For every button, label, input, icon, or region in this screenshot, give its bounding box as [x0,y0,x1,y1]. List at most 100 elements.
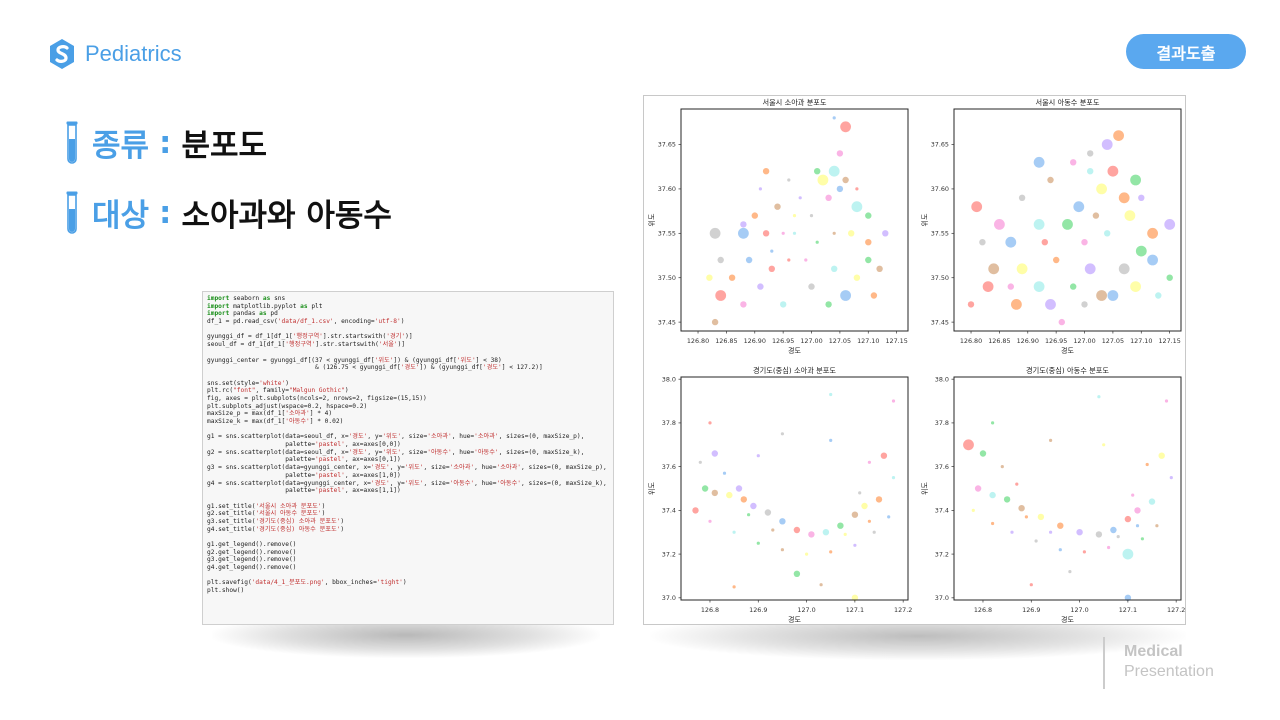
pediatrics-logo-icon [50,39,74,69]
x-tick-label: 126.95 [772,337,794,345]
scatter-point [780,548,784,552]
x-tick-label: 127.05 [1102,337,1124,345]
scatter-point [709,227,721,239]
x-tick-label: 127.00 [1073,337,1095,345]
x-axis-label: 경도 [1061,346,1074,355]
scatter-point [867,460,871,464]
code-line: plt.subplots_adjust(wspace=0.2, hspace=0… [207,403,609,411]
scatter-point [848,230,855,237]
scatter-point [825,194,832,201]
scatter-point [855,187,859,191]
code-line: g3.set_title('경기도(중심) 소아과 분포도') [207,518,609,526]
scatter-point [750,502,757,510]
code-token: '경도' [482,364,502,372]
code-token: palette= [207,441,316,449]
scatter-point [1113,130,1124,141]
x-tick-label: 127.10 [1130,337,1152,345]
scatter-point [717,256,724,264]
code-token: sns.set(style= [207,379,260,387]
plot-frame [953,376,1182,601]
y-tick-label: 37.6 [662,463,676,471]
scatter-point [787,178,791,182]
code-token: ) [340,525,345,533]
scatter-point [1122,548,1134,560]
scatter-point [1102,443,1106,447]
code-token: import [207,310,230,318]
code-token: g2.set_title( [207,510,256,518]
scatter-point [1068,570,1072,574]
scatter-point [805,552,809,556]
scatter-point [1124,594,1132,601]
scatter-point [1087,150,1094,157]
scatter-point [1096,183,1107,195]
scatter-point [1134,507,1141,514]
scatter-point [751,212,758,219]
code-line: maxSize_p = max(df_1['소아과'] * 4) [207,410,609,418]
scatter-point [728,274,736,281]
code-token: '경도' [348,433,368,441]
scatter-point [770,249,774,253]
scatter-point [1138,194,1145,201]
scatter-point [740,301,747,308]
code-token: '위도' [404,464,424,472]
code-line: g3.get_legend().remove() [207,556,609,564]
code-token: g2 = sns.scatterplot(data=seoul_df, x= [207,448,349,456]
heading-colon: : [159,124,172,161]
code-token: '아동수' [285,418,310,425]
y-axis-label: 위도 [648,213,656,226]
code-token: g1.set_title( [207,502,256,510]
code-token: '행정구역' [292,333,323,341]
scatter-point [991,521,995,526]
code-token: g4.set_title( [207,525,256,533]
code-token: g3.set_title( [207,517,256,525]
code-line: plt.rc("font", family="Malgun Gothic") [207,387,609,395]
code-token: g2.get_legend().remove() [207,548,297,556]
code-line: fig, axes = plt.subplots(ncols=2, nrows=… [207,395,609,403]
scatter-point [1058,318,1065,326]
scatter-point [1164,219,1176,230]
scatter-point [865,256,872,264]
scatter-point [692,507,699,514]
code-token: 'pastel' [315,441,345,449]
code-token: , sizes=(0, maxSize_p), [521,464,607,472]
scatter-point [762,168,770,175]
x-tick-label: 127.1 [1119,606,1137,614]
x-tick-label: 126.90 [1017,337,1039,345]
code-line: g1.set_title('서울시 소아과 분포도') [207,503,609,511]
code-line: g3 = sns.scatterplot(data=gyunggi_center… [207,464,609,472]
scatter-point [1104,230,1111,237]
code-token: ) [402,579,407,587]
scatter-point [1016,263,1028,275]
code-token: , y= [389,464,405,472]
scatter-point [1084,263,1096,275]
scatter-point [1034,539,1038,543]
scatter-point [1041,239,1048,246]
scatter-point [988,263,1000,275]
scatter-point [840,290,851,301]
code-token: 'data/df_1.csv' [277,318,334,326]
scatter-figure: 서울시 소아과 분포도 126.80 126.85 126.90 126.95 127.0… [643,95,1186,625]
code-token: , encoding= [333,318,375,326]
code-token: ) [400,318,405,326]
scatter-point [1116,535,1120,539]
code-token: '경도' [370,464,390,472]
scatter-point [1070,283,1077,290]
code-token: 'pastel' [315,456,345,464]
footer-medical: Medical [1124,643,1183,660]
code-token: '소아과' [496,464,522,472]
x-tick-label: 127.2 [1167,606,1185,614]
x-tick-label: 126.80 [687,337,709,345]
scatter-point [853,543,857,547]
code-line: g1 = sns.scatterplot(data=seoul_df, x='경… [207,433,609,441]
scatter-point [851,201,863,213]
scatter-point [1124,515,1132,523]
scatter-point [1045,299,1056,310]
code-line: maxSize_k = max(df_1['아동수'] * 0.02) [207,418,609,426]
code-token: ) [285,379,289,387]
scatter-point [1033,219,1045,230]
code-token: , ax=axes[0,1]) [344,456,401,464]
scatter-point [870,292,878,299]
scatter-point [851,511,859,518]
scatter-point [971,201,983,213]
scatter-point [1082,550,1086,554]
